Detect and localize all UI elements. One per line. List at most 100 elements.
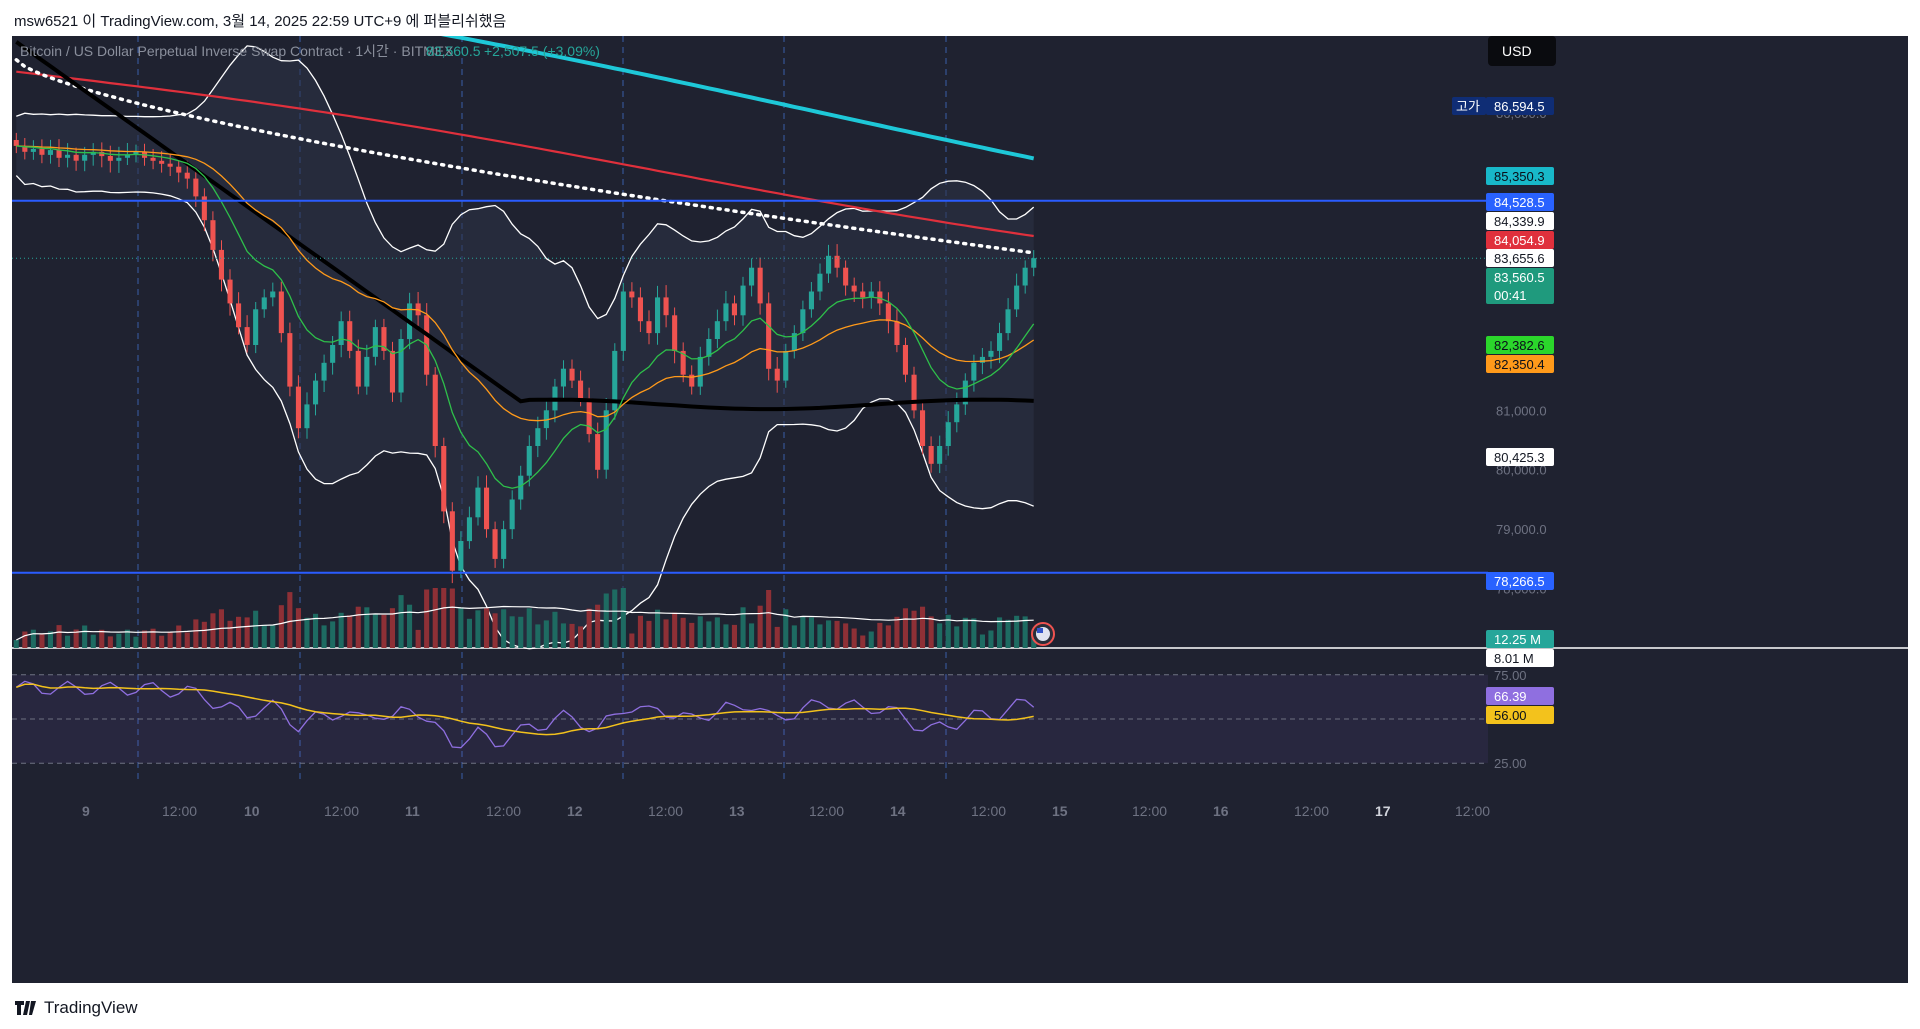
x-tick-label: 12:00 bbox=[1294, 803, 1329, 819]
candle-body bbox=[509, 499, 515, 530]
candle-body bbox=[372, 327, 378, 357]
volume-bar bbox=[142, 630, 148, 648]
moving-averages bbox=[14, 36, 1036, 489]
volume-bar bbox=[800, 616, 806, 648]
price-label-value: 80,425.3 bbox=[1494, 450, 1545, 465]
y-tick-label: 79,000.0 bbox=[1496, 522, 1547, 537]
price-labels: 86,594.5 고가 85,350.3 84,528.5 84,339.9 84,054… bbox=[1452, 97, 1554, 724]
candle-body bbox=[278, 291, 284, 334]
volume-bar bbox=[535, 624, 541, 648]
volume-bar bbox=[466, 618, 472, 648]
volume-bars bbox=[13, 588, 1037, 648]
candle-body bbox=[47, 150, 53, 155]
currency-button-bg[interactable] bbox=[1488, 36, 1556, 66]
volume-bar bbox=[381, 614, 387, 648]
price-label-box bbox=[1486, 97, 1554, 115]
candle-body bbox=[526, 446, 532, 476]
candle-body bbox=[766, 303, 772, 369]
volume-bar bbox=[560, 623, 566, 648]
volume-bar bbox=[945, 614, 951, 648]
currency-label[interactable]: USD bbox=[1502, 43, 1532, 59]
volume-bar bbox=[253, 610, 259, 648]
candle-body bbox=[774, 368, 780, 381]
price-label-box bbox=[1486, 231, 1554, 249]
volume-bar bbox=[167, 631, 173, 648]
price-label-value: 66.39 bbox=[1494, 689, 1527, 704]
volume-bar bbox=[646, 620, 652, 648]
high-tag-box bbox=[1452, 97, 1486, 115]
horizontal-levels bbox=[12, 199, 1488, 574]
candle-body bbox=[449, 511, 455, 571]
price-label-value: 83,560.5 bbox=[1494, 270, 1545, 285]
candle-body bbox=[997, 333, 1003, 351]
volume-bar bbox=[39, 634, 45, 648]
candle-body bbox=[706, 339, 712, 357]
volume-bar bbox=[783, 609, 789, 648]
volume-bar bbox=[877, 622, 883, 648]
ma-cyan-line bbox=[440, 36, 1035, 161]
volume-bar bbox=[321, 625, 327, 648]
candle-body bbox=[740, 285, 746, 316]
volume-bar bbox=[270, 625, 276, 648]
x-tick-label: 12:00 bbox=[162, 803, 197, 819]
candle-body bbox=[1005, 309, 1011, 334]
candle-body bbox=[860, 291, 866, 298]
candle-body bbox=[979, 356, 985, 363]
legend-symbol: Bitcoin / US Dollar Perpetual Inverse Sw… bbox=[20, 43, 454, 59]
volume-bar bbox=[313, 613, 319, 648]
x-tick-label: 9 bbox=[82, 803, 90, 819]
volume-bar bbox=[518, 616, 524, 648]
candle-body bbox=[714, 321, 720, 339]
x-tick-label: 12:00 bbox=[648, 803, 683, 819]
price-label-box bbox=[1486, 336, 1554, 354]
volume-bar bbox=[860, 635, 866, 648]
volume-bar bbox=[979, 634, 985, 648]
candle-body bbox=[116, 157, 122, 161]
price-label-value: 84,528.5 bbox=[1494, 195, 1545, 210]
price-label-box bbox=[1486, 630, 1554, 648]
volume-bar bbox=[176, 625, 182, 648]
x-tick-label: 17 bbox=[1375, 803, 1391, 819]
candle-body bbox=[1031, 258, 1037, 268]
candle-body bbox=[843, 267, 849, 286]
price-label-box bbox=[1486, 249, 1554, 267]
candle-body bbox=[347, 321, 353, 351]
volume-bar bbox=[697, 616, 703, 648]
volume-bar bbox=[244, 617, 250, 648]
candle-body bbox=[578, 380, 584, 399]
volume-bar bbox=[791, 625, 797, 648]
candle-body bbox=[389, 350, 395, 393]
candle-body bbox=[928, 446, 934, 464]
volume-bar bbox=[826, 620, 832, 648]
candle-body bbox=[962, 380, 968, 405]
candle-body bbox=[295, 386, 301, 429]
ema-green-line bbox=[16, 145, 1035, 489]
volume-bar bbox=[1005, 619, 1011, 648]
candle-body bbox=[475, 487, 481, 518]
ema-orange-line bbox=[16, 145, 1035, 422]
candle-body bbox=[595, 434, 601, 470]
candle-body bbox=[210, 220, 216, 250]
currency-button[interactable]: USD bbox=[1488, 36, 1556, 66]
volume-bar bbox=[603, 593, 609, 648]
volume-bar bbox=[902, 608, 908, 648]
candle-body bbox=[381, 327, 387, 351]
volume-bar bbox=[971, 618, 977, 648]
volume-bar bbox=[954, 626, 960, 648]
candle-body bbox=[894, 321, 900, 345]
volume-bar bbox=[731, 624, 737, 648]
volume-bar bbox=[962, 617, 968, 648]
candle-body bbox=[586, 398, 592, 435]
volume-bar bbox=[22, 631, 28, 648]
volume-bar bbox=[569, 623, 575, 648]
ma-dotted-line bbox=[14, 58, 1036, 255]
candle-body bbox=[1014, 285, 1020, 310]
candle-body bbox=[458, 541, 464, 571]
candle-body bbox=[749, 267, 755, 286]
us-flag-icon[interactable] bbox=[1031, 622, 1055, 646]
candle-body bbox=[13, 140, 19, 146]
candle-body bbox=[236, 303, 242, 328]
volume-bar bbox=[680, 617, 686, 648]
